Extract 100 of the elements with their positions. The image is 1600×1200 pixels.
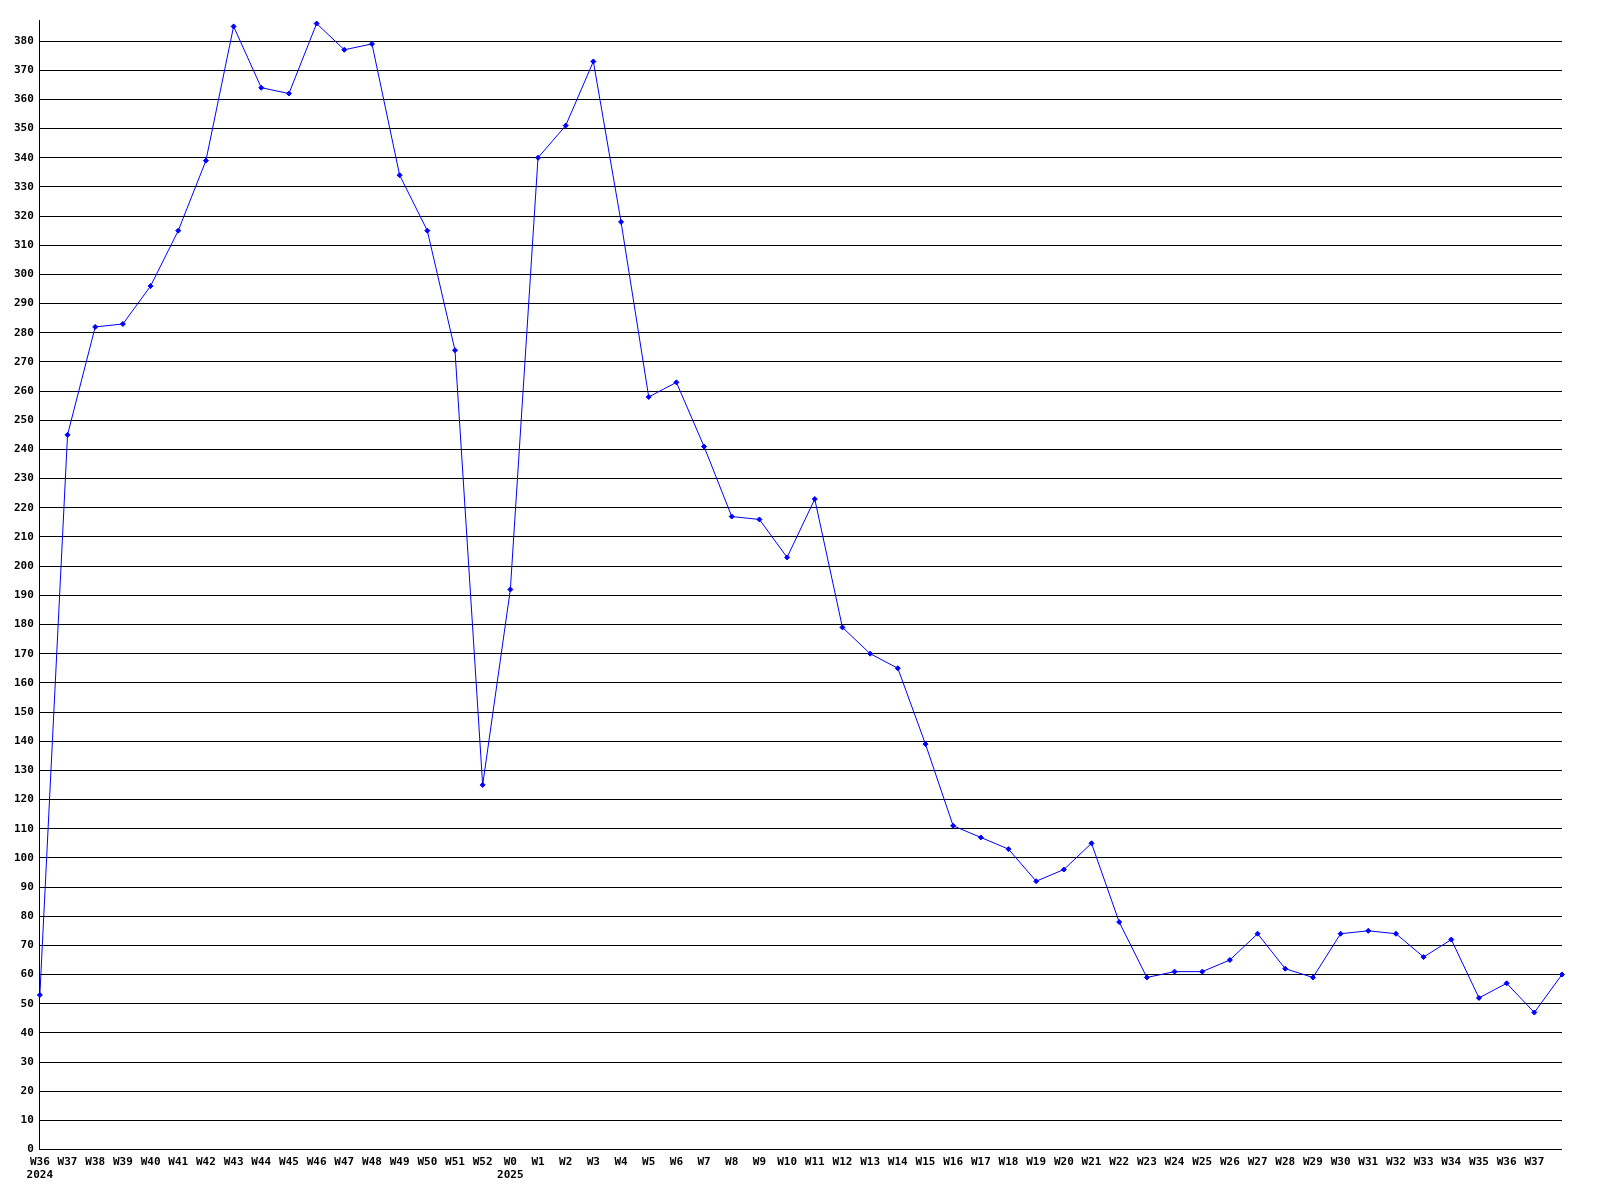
x-tick-label: W34 xyxy=(1441,1155,1462,1169)
x-tick-label: W45 xyxy=(279,1155,299,1169)
y-tick-label: 280 xyxy=(13,325,34,339)
x-tick-label: W1 xyxy=(531,1155,546,1169)
point xyxy=(894,665,901,672)
y-tick-label: 10 xyxy=(20,1113,34,1127)
x-tick-label: W24 xyxy=(1164,1155,1185,1169)
x-tick-label: W22 xyxy=(1109,1155,1130,1169)
point xyxy=(1365,927,1372,934)
point xyxy=(119,321,126,327)
x-tick-label: W14 xyxy=(887,1155,909,1169)
y-tick-label: 290 xyxy=(13,296,34,310)
point xyxy=(64,431,71,438)
y-tick-label: 220 xyxy=(13,500,34,514)
x-tick-label: W23 xyxy=(1136,1155,1157,1169)
x-tick-label: W29 xyxy=(1302,1155,1323,1169)
x-tick-label: W37 xyxy=(57,1155,78,1169)
y-tick-label: 370 xyxy=(13,63,34,77)
x-tick-label: W26 xyxy=(1219,1155,1241,1169)
point xyxy=(1226,956,1233,963)
y-tick-label: 160 xyxy=(13,675,34,689)
point xyxy=(313,20,320,27)
y-tick-label: 210 xyxy=(13,529,34,543)
x-tick-label: W35 xyxy=(1469,1155,1489,1169)
point xyxy=(811,496,818,503)
x-tick-label: W12 xyxy=(832,1155,853,1169)
y-tick-label: 190 xyxy=(13,588,34,602)
y-tick-label: 110 xyxy=(13,821,34,835)
y-tick-label: 0 xyxy=(27,1142,34,1156)
point xyxy=(756,516,763,523)
x-tick-label: W28 xyxy=(1275,1155,1296,1169)
y-tick-label: 200 xyxy=(13,559,34,572)
x-tick-label: W47 xyxy=(334,1155,355,1169)
point xyxy=(645,393,652,400)
y-tick-label: 120 xyxy=(13,792,34,806)
point xyxy=(368,40,375,47)
point xyxy=(230,23,237,30)
point xyxy=(977,834,984,841)
point xyxy=(147,283,154,290)
x-tick-label: W32 xyxy=(1386,1155,1406,1169)
y-tick-label: 130 xyxy=(13,763,34,777)
y-tick-label: 40 xyxy=(20,1025,34,1039)
x-tick-label: W44 xyxy=(251,1155,272,1169)
x-tick-label: W6 xyxy=(669,1155,684,1169)
y-tick-label: 380 xyxy=(13,33,34,47)
point xyxy=(1448,936,1455,943)
point xyxy=(1171,968,1178,975)
y-tick-label: 320 xyxy=(13,208,34,222)
y-tick-label: 300 xyxy=(13,267,34,281)
y-tick-label: 260 xyxy=(13,383,34,397)
point xyxy=(396,172,403,179)
x-tick-label: W36 xyxy=(1496,1155,1517,1169)
y-tick-label: 250 xyxy=(13,413,34,427)
y-tick-label: 100 xyxy=(13,850,34,864)
x-tick-label: W4 xyxy=(614,1155,629,1169)
point xyxy=(452,347,458,354)
x-tick-label: W19 xyxy=(1026,1155,1047,1169)
x-tick-label: W31 xyxy=(1358,1155,1379,1169)
x-tick-label: W41 xyxy=(168,1155,189,1169)
x-tick-label: W16 xyxy=(943,1155,964,1169)
y-tick-label: 140 xyxy=(13,734,34,748)
point xyxy=(1088,840,1095,847)
y-tick-label: 50 xyxy=(20,996,34,1010)
point xyxy=(92,323,99,330)
point xyxy=(701,443,708,450)
point xyxy=(1254,930,1261,937)
y-tick-label: 90 xyxy=(20,879,34,893)
x-tick-label: W36 2024 xyxy=(26,1155,54,1182)
point xyxy=(341,46,348,53)
x-tick-label: W33 xyxy=(1413,1155,1434,1169)
x-tick-label: W50 xyxy=(417,1155,438,1169)
point xyxy=(1060,866,1067,873)
x-tick-label: W37 xyxy=(1524,1155,1545,1169)
x-tick-label: W9 xyxy=(752,1155,767,1169)
x-tick-label: W30 xyxy=(1330,1155,1351,1169)
y-tick-label: 180 xyxy=(13,617,34,631)
point xyxy=(922,741,929,748)
point xyxy=(1199,968,1206,975)
point xyxy=(1420,954,1427,961)
y-tick-label: 170 xyxy=(13,646,34,660)
y-tick-label: 20 xyxy=(20,1084,34,1098)
x-tick-label: W48 xyxy=(362,1155,382,1169)
y-tick-label: 360 xyxy=(13,92,34,106)
point xyxy=(1005,846,1012,853)
x-tick-label: W20 xyxy=(1053,1155,1074,1169)
point xyxy=(479,781,486,788)
y-tick-label: 270 xyxy=(13,354,34,368)
point xyxy=(784,554,791,561)
point xyxy=(1309,974,1316,981)
point xyxy=(36,991,43,998)
point xyxy=(867,650,874,657)
y-tick-label: 60 xyxy=(20,967,34,981)
x-tick-label: W52 xyxy=(472,1155,493,1169)
y-tick-label: 80 xyxy=(20,909,34,923)
point xyxy=(673,379,680,386)
point xyxy=(1559,971,1565,978)
x-tick-label: W17 xyxy=(970,1155,991,1169)
y-tick-label: 340 xyxy=(13,150,34,164)
x-tick-label: W5 xyxy=(642,1155,656,1169)
x-tick-label: W11 xyxy=(804,1155,826,1169)
